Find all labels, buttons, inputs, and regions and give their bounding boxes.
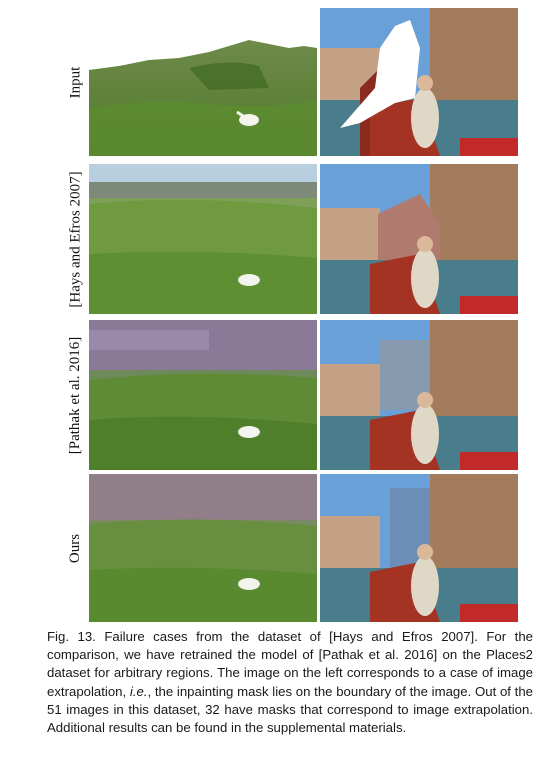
figure-number: Fig. 13. — [47, 629, 96, 644]
row-label-pathak-text: [Pathak et al. 2016] — [67, 336, 84, 454]
input-venice-gondola-image — [320, 8, 518, 156]
caption-text-part2: , the inpainting mask lies on the bounda… — [47, 683, 533, 736]
input-grass-egret-image — [89, 8, 317, 156]
ours-venice-gondola-image — [320, 474, 518, 622]
row-label-input-text: Input — [67, 66, 84, 98]
pathak-venice-gondola-image — [320, 320, 518, 470]
pathak-grass-egret-image — [89, 320, 317, 470]
row-label-ours-text: Ours — [67, 533, 84, 563]
ours-grass-egret-image — [89, 474, 317, 622]
caption-text-italic: i.e. — [129, 683, 148, 699]
hays-efros-grass-egret-image — [89, 164, 317, 314]
row-label-hays-efros-text: [Hays and Efros 2007] — [67, 170, 84, 308]
figure-caption: Fig. 13. Failure cases from the dataset … — [47, 628, 533, 737]
caption-text-part1: Failure cases from the dataset of [Hays … — [47, 629, 534, 699]
hays-efros-venice-gondola-image — [320, 164, 518, 314]
